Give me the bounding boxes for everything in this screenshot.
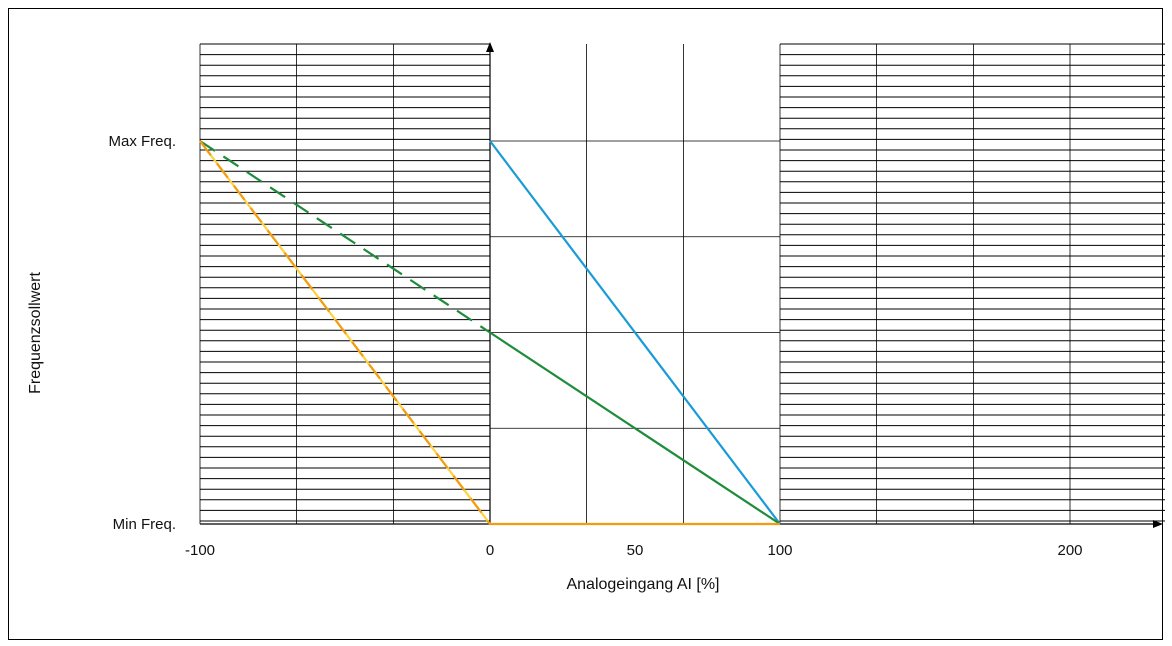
x-tick-label: 50 (627, 542, 644, 559)
series-group (199, 140, 781, 526)
x-axis-arrow (1153, 520, 1163, 528)
x-axis-label: Analogeingang AI [%] (566, 576, 719, 593)
y-axis-arrow (486, 42, 494, 52)
series-line-1 (489, 331, 781, 525)
y-axis-label: Frequenzsollwert (27, 272, 44, 394)
grid (199, 44, 1071, 524)
series-line-5 (199, 140, 491, 525)
y-tick-label: Max Freq. (108, 133, 176, 150)
axes (200, 42, 1163, 528)
series-line-0 (489, 140, 781, 525)
x-tick-label: 0 (486, 542, 494, 559)
x-tick-label: -100 (185, 542, 215, 559)
x-tick-label: 200 (1057, 542, 1082, 559)
tick-labels: -100 0 50 100 200 Min Freq. Max Freq. (108, 133, 1082, 559)
x-tick-label: 100 (767, 542, 792, 559)
series-line-2 (199, 140, 491, 334)
chart-frame (8, 8, 1163, 640)
y-tick-label: Min Freq. (113, 516, 176, 533)
hatched-region-grid (200, 43, 1165, 522)
